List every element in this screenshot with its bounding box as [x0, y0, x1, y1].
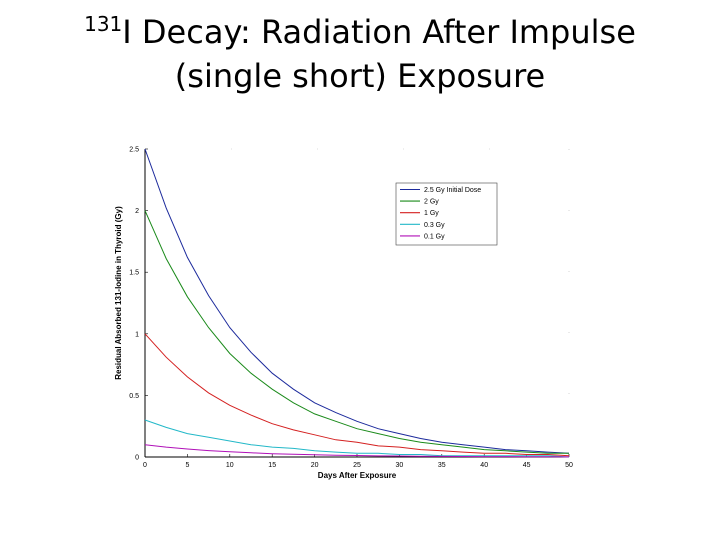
x-tick-label: 30 — [396, 462, 404, 469]
y-tick-label: 0 — [135, 455, 139, 462]
y-tick-label: 2.5 — [129, 147, 139, 154]
x-tick-label: 35 — [438, 462, 446, 469]
isotope-mass-number: 131 — [84, 12, 123, 36]
chart-axes — [144, 148, 570, 458]
series-line — [144, 444, 570, 458]
chart-legend: 2.5 Gy Initial Dose 2 Gy 1 Gy 0.3 Gy 0.1 Gy — [395, 182, 498, 246]
x-tick-label: 5 — [185, 462, 189, 469]
y-tick-label: 2 — [135, 208, 139, 215]
legend-label: 0.3 Gy — [424, 222, 445, 229]
legend-label: 0.1 Gy — [424, 233, 445, 240]
series-line — [144, 333, 570, 457]
x-tick-label: 20 — [311, 462, 319, 469]
slide-title-line-2: (single short) Exposure — [174, 57, 546, 95]
x-tick-label: 45 — [523, 462, 531, 469]
series-line — [144, 210, 569, 454]
y-tick-label: 1.5 — [129, 270, 139, 277]
x-tick-label: 50 — [565, 462, 573, 469]
legend-label: 2 Gy — [424, 199, 439, 206]
x-tick-label: 0 — [143, 462, 147, 469]
chart-series — [144, 148, 570, 458]
series-line — [144, 419, 570, 458]
x-axis-title: Days After Exposure — [318, 471, 397, 480]
legend-label: 2.5 Gy Initial Dose — [424, 187, 481, 194]
x-tick-label: 25 — [353, 462, 361, 469]
y-tick-label: 1 — [135, 331, 139, 338]
y-axis-title: Residual Absorbed 131-Iodine in Thyroid … — [114, 206, 123, 380]
y-tick-label: 0.5 — [129, 393, 139, 400]
chart-ticks: 0 5 10 15 20 25 30 35 40 45 50 0 0.5 1 1.5 2 2.5 — [129, 147, 573, 470]
x-tick-label: 15 — [268, 462, 276, 469]
slide-title-line-1-text: I Decay: Radiation After Impulse — [122, 13, 636, 51]
x-tick-label: 40 — [480, 462, 488, 469]
slide-title: 131I Decay: Radiation After Impulse (sin… — [40, 10, 680, 98]
slide-title-line-1: 131I Decay: Radiation After Impulse — [40, 10, 680, 54]
legend-label: 1 Gy — [424, 210, 439, 217]
legend-box — [395, 182, 498, 246]
series-line — [144, 148, 570, 454]
x-tick-label: 10 — [226, 462, 234, 469]
